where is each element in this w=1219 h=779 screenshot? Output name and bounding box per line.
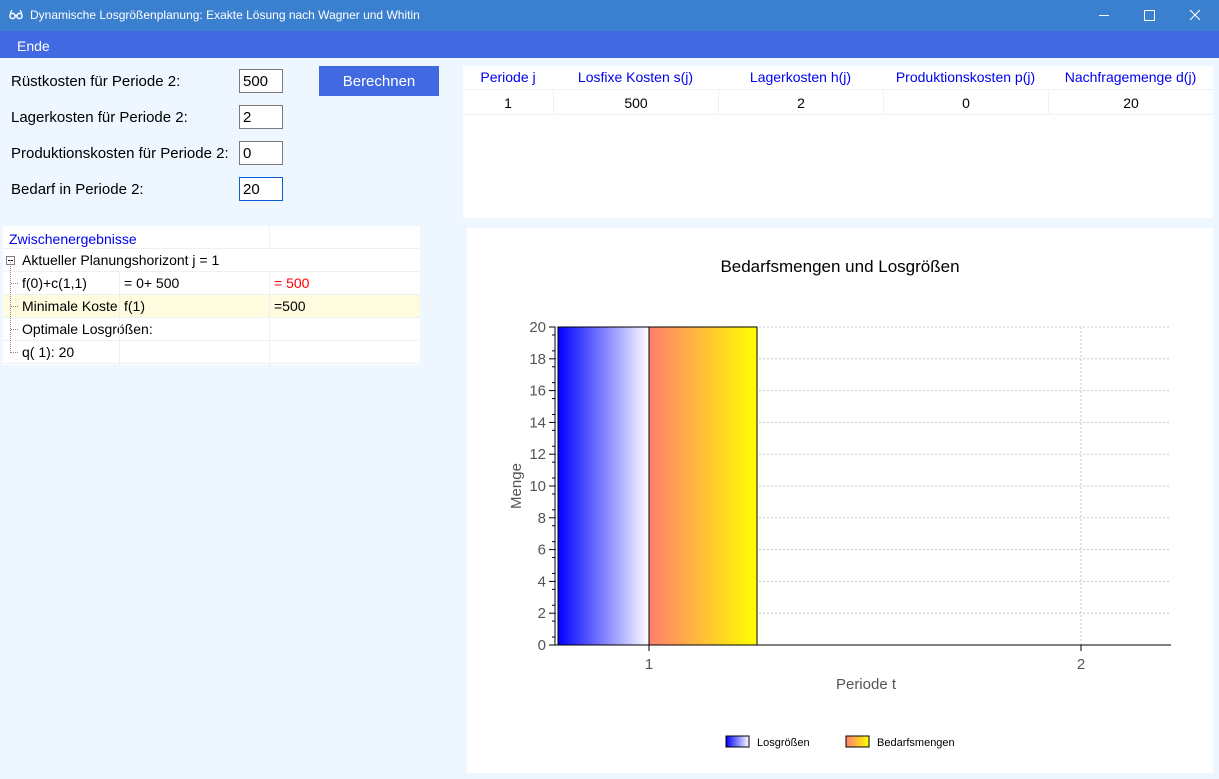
maximize-button[interactable] xyxy=(1127,0,1173,31)
y-tick-label: 14 xyxy=(529,414,546,431)
y-tick-label: 16 xyxy=(529,383,546,400)
results-tree-panel: Zwischenergebnisse Aktueller Planungshor… xyxy=(0,226,463,779)
results-tree: Zwischenergebnisse Aktueller Planungshor… xyxy=(3,226,420,365)
chart-area: Bedarfsmengen und Losgrößen 0 2 4 6 8 10 12 14 16… xyxy=(467,228,1213,773)
y-tick-label: 8 xyxy=(538,510,546,527)
column-header-period[interactable]: Periode j xyxy=(480,69,536,85)
window-title: Dynamische Losgrößenplanung: Exakte Lösu… xyxy=(30,8,420,22)
holding-cost-input[interactable] xyxy=(239,105,283,129)
y-tick-label: 18 xyxy=(529,351,546,368)
column-divider xyxy=(269,272,270,365)
legend-entry: Losgrößen xyxy=(757,737,810,749)
parameter-table-panel: Periode j Losfixe Kosten s(j) Lagerkoste… xyxy=(463,58,1219,218)
chart-title: Bedarfsmengen und Losgrößen xyxy=(720,257,959,276)
tree-cell-term: q( 1): 20 xyxy=(22,344,75,360)
table-cell[interactable]: 500 xyxy=(553,89,718,115)
tree-guide-lines xyxy=(10,260,19,353)
tree-cell-formula: = 0+ 500 xyxy=(124,275,180,291)
tree-row[interactable]: Optimale Losgrößen: xyxy=(3,318,420,341)
tree-row[interactable]: f(0)+c(1,1) = 0+ 500 = 500 xyxy=(3,272,420,295)
minimize-icon xyxy=(1099,15,1109,16)
tree-header: Zwischenergebnisse xyxy=(9,231,137,247)
chart-panel: Bedarfsmengen und Losgrößen 0 2 4 6 8 10 12 14 16… xyxy=(463,226,1219,779)
column-header-production-cost[interactable]: Produktionskosten p(j) xyxy=(895,69,1036,85)
holding-cost-label: Lagerkosten für Periode 2: xyxy=(11,109,188,126)
table-cell[interactable]: 1 xyxy=(463,89,553,115)
setup-cost-input[interactable] xyxy=(239,69,283,93)
x-tick-label: 2 xyxy=(1077,656,1085,673)
y-tick-label: 2 xyxy=(538,605,546,622)
column-divider xyxy=(119,272,120,365)
legend-swatch xyxy=(725,735,750,748)
y-tick-label: 0 xyxy=(538,637,546,654)
parameter-table: Periode j Losfixe Kosten s(j) Lagerkoste… xyxy=(463,66,1213,218)
title-bar: Dynamische Losgrößenplanung: Exakte Lösu… xyxy=(0,0,1219,31)
legend-entry: Bedarfsmengen xyxy=(877,737,955,749)
tree-cell-result: = 500 xyxy=(274,275,310,291)
tree-root-label: Aktueller Planungshorizont j = 1 xyxy=(22,252,220,268)
table-cell[interactable]: 20 xyxy=(1048,89,1213,115)
column-header-holding-cost[interactable]: Lagerkosten h(j) xyxy=(749,69,852,85)
tree-cell-term: Minimale Kosten xyxy=(22,298,118,314)
tree-row[interactable]: q( 1): 20 xyxy=(3,341,420,364)
tree-row-selected[interactable]: Minimale Kosten f(1) =500 xyxy=(3,295,420,318)
input-form: Rüstkosten für Periode 2: Lagerkosten fü… xyxy=(0,58,463,226)
tree-cell-formula: f(1) xyxy=(124,298,145,314)
production-cost-input[interactable] xyxy=(239,141,283,165)
table-cell[interactable]: 0 xyxy=(883,89,1048,115)
setup-cost-label: Rüstkosten für Periode 2: xyxy=(11,73,181,90)
close-icon xyxy=(1189,9,1201,21)
tree-header-row: Zwischenergebnisse xyxy=(3,226,420,249)
panel-divider xyxy=(463,218,1219,226)
tree-cell-term: Optimale Losgrößen: xyxy=(22,321,153,337)
bar-Bedarfsmengen-1 xyxy=(648,326,758,646)
bar-Losgrößen-1 xyxy=(557,326,650,646)
bar-chart: Bedarfsmengen und Losgrößen0246810121416… xyxy=(508,257,1189,749)
table-cell[interactable]: 2 xyxy=(718,89,883,115)
production-cost-label: Produktionskosten für Periode 2: xyxy=(11,145,229,162)
tree-cell-term: f(0)+c(1,1) xyxy=(22,275,87,291)
column-header-demand[interactable]: Nachfragemenge d(j) xyxy=(1064,69,1197,85)
y-axis-label: Menge xyxy=(508,463,525,509)
column-header-setup-cost[interactable]: Losfixe Kosten s(j) xyxy=(577,69,694,85)
minimize-button[interactable] xyxy=(1081,0,1127,31)
demand-label: Bedarf in Periode 2: xyxy=(11,181,144,198)
x-tick-label: 1 xyxy=(645,656,653,673)
legend-swatch xyxy=(845,735,870,748)
y-tick-label: 20 xyxy=(529,319,546,336)
y-tick-label: 10 xyxy=(529,478,546,495)
x-axis-label: Periode t xyxy=(836,676,897,693)
maximize-icon xyxy=(1144,10,1155,21)
menu-bar: Ende xyxy=(0,31,1219,58)
tree-root-row[interactable]: Aktueller Planungshorizont j = 1 xyxy=(3,249,420,272)
y-tick-label: 12 xyxy=(529,446,546,463)
y-tick-label: 4 xyxy=(538,573,546,590)
tree-cell-result: =500 xyxy=(274,298,306,314)
menu-item-ende[interactable]: Ende xyxy=(17,38,50,54)
y-tick-label: 6 xyxy=(538,542,546,559)
calculate-button[interactable]: Berechnen xyxy=(319,66,439,96)
demand-input[interactable] xyxy=(239,177,283,201)
close-button[interactable] xyxy=(1173,0,1219,31)
glasses-icon xyxy=(9,9,23,20)
